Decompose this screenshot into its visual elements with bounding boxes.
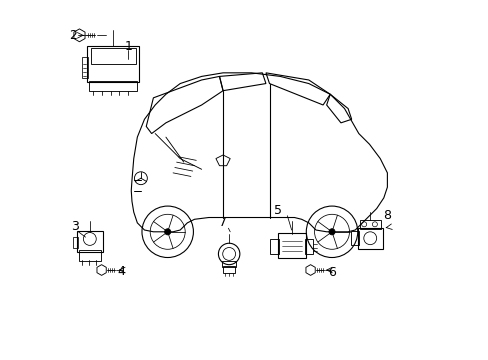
Text: 4: 4 [117, 265, 125, 278]
Text: 6: 6 [327, 266, 335, 279]
Circle shape [164, 229, 170, 235]
Text: 3: 3 [71, 220, 79, 233]
Text: 5: 5 [274, 204, 282, 217]
Text: 7: 7 [219, 216, 226, 229]
Text: 2: 2 [69, 29, 77, 42]
Text: 8: 8 [383, 209, 390, 222]
Text: 1: 1 [124, 40, 132, 53]
Circle shape [328, 229, 334, 235]
